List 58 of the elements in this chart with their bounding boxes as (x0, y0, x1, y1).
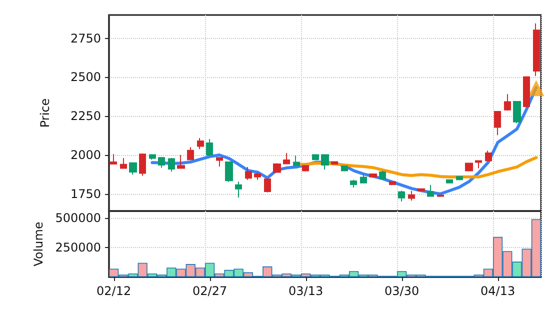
candlestick (533, 22, 540, 76)
y-tick-label: 2000 (70, 148, 101, 162)
candlestick (513, 100, 521, 124)
y-axis-title: Volume (31, 222, 46, 266)
x-tick-label: 02/27 (192, 284, 228, 298)
candlestick (504, 94, 511, 112)
candlestick (235, 181, 242, 198)
y-tick-label: 2500 (70, 70, 101, 84)
candlestick (206, 138, 213, 156)
candlestick (398, 190, 405, 202)
y-tick-label: 2750 (70, 31, 101, 46)
candlestick (293, 155, 300, 166)
candlestick (120, 157, 127, 170)
y-tick-label: 500000 (55, 211, 101, 226)
candlestick (379, 170, 386, 180)
candlestick (302, 164, 309, 172)
candlestick (427, 184, 434, 198)
x-tick-label: 03/13 (288, 284, 324, 298)
candlestick (485, 150, 492, 162)
candlestick (341, 165, 348, 172)
candlestick (187, 146, 194, 160)
candlestick (321, 154, 329, 170)
candlestick (158, 156, 165, 168)
candlestick (129, 162, 137, 176)
candlestick (225, 161, 233, 182)
candlestick (312, 154, 319, 160)
candlestick (168, 157, 175, 172)
y-tick-label: 1750 (70, 186, 101, 201)
candlestick (216, 156, 223, 168)
candlestick (446, 179, 453, 184)
candlestick (149, 154, 156, 160)
x-tick-label: 04/13 (480, 284, 516, 298)
candlestick (523, 76, 530, 108)
candlestick (177, 154, 185, 170)
candlestick (389, 180, 396, 186)
candlestick (273, 162, 281, 174)
y-tick-label: 2250 (70, 109, 101, 124)
y-axis-title: Price (38, 98, 52, 128)
candlestick (456, 176, 463, 181)
y-tick-label: 250000 (55, 240, 101, 255)
candlestick (139, 152, 146, 176)
candlestick (465, 162, 473, 172)
candlestick (417, 188, 425, 192)
candlestick (360, 174, 367, 184)
candlestick (494, 110, 501, 136)
candlestick (110, 154, 117, 165)
candlestick (254, 172, 261, 180)
candlestick (475, 160, 482, 169)
x-tick-label: 02/12 (96, 284, 132, 298)
candlestick (245, 166, 252, 180)
candlestick (264, 178, 271, 193)
candlestick (408, 190, 415, 202)
candlestick (197, 138, 204, 150)
candlestick (283, 152, 290, 165)
candlestick (331, 160, 338, 165)
candlestick (369, 173, 377, 178)
candlestick (350, 179, 357, 188)
x-tick-label: 03/30 (384, 284, 420, 298)
